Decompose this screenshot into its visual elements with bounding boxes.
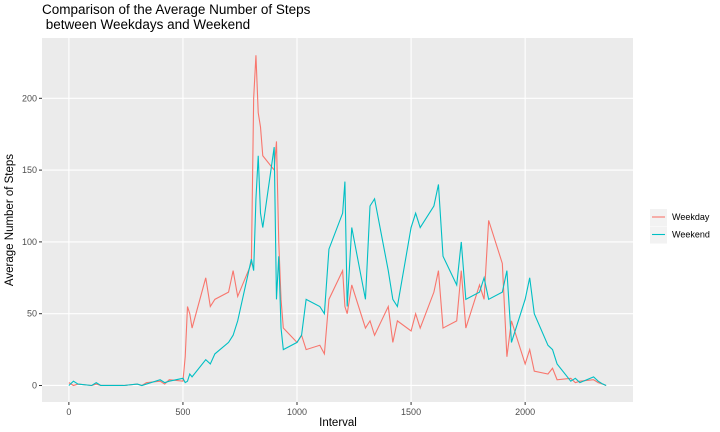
chart-title: Comparison of the Average Number of Step…: [42, 2, 311, 32]
y-axis-title: Average Number of Steps: [4, 154, 16, 286]
x-tick-label: 1500: [401, 407, 421, 417]
y-tick-label: 200: [22, 93, 37, 103]
x-tick-label: 0: [66, 407, 71, 417]
x-axis-title: Interval: [319, 417, 357, 429]
y-tick-label: 100: [22, 237, 37, 247]
panel: [42, 38, 633, 402]
y-tick-label: 150: [22, 165, 37, 175]
x-tick-label: 2000: [515, 407, 535, 417]
y-tick-label: 0: [32, 380, 37, 390]
line-series: [68, 147, 607, 387]
legend-label: Weekend: [672, 230, 710, 240]
x-tick-label: 1000: [287, 407, 307, 417]
legend-label: Weekday: [672, 212, 710, 222]
x-tick-label: 500: [175, 407, 190, 417]
y-tick-label: 50: [27, 309, 37, 319]
